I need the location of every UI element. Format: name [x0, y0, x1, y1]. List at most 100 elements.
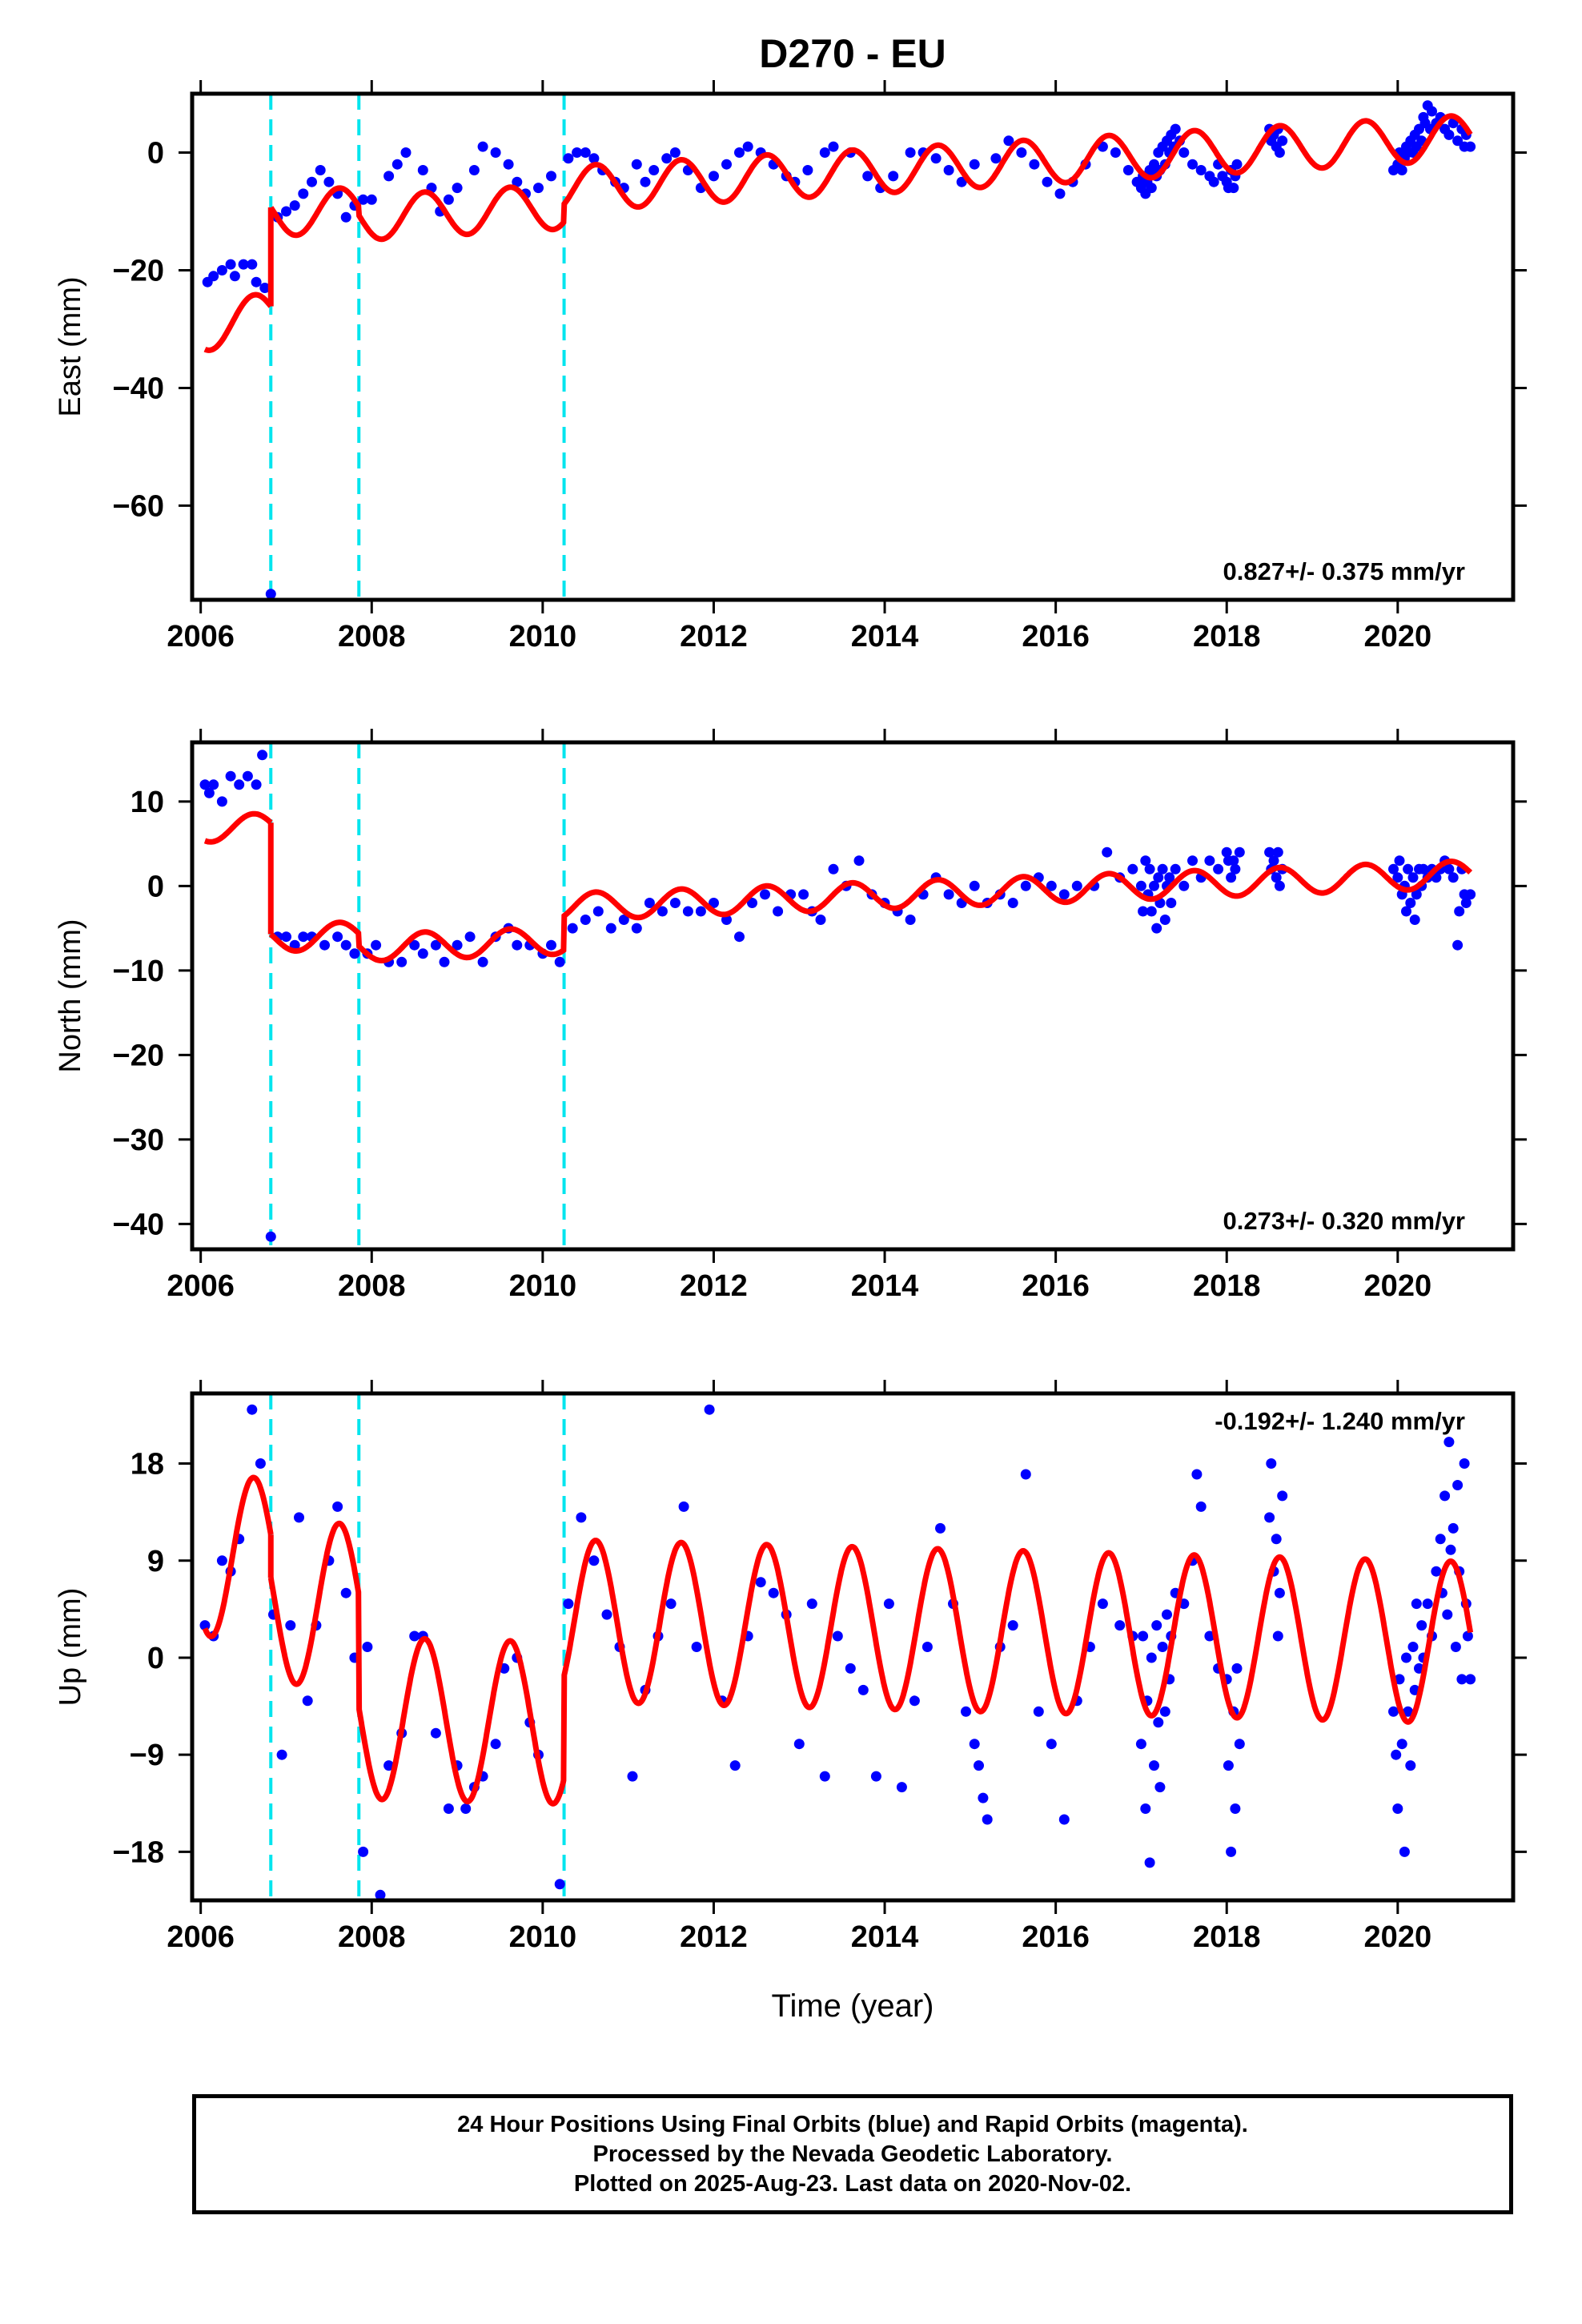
data-point — [563, 153, 574, 164]
y-tick-label: −60 — [113, 489, 164, 523]
y-axis-label: North (mm) — [54, 919, 87, 1072]
data-point — [285, 1620, 296, 1631]
data-point — [580, 915, 591, 925]
data-point — [943, 889, 954, 900]
data-point — [709, 171, 719, 182]
data-point — [1234, 846, 1245, 858]
data-point — [1465, 141, 1476, 152]
data-point — [1054, 188, 1066, 199]
data-point — [259, 283, 271, 293]
data-point — [391, 159, 403, 170]
data-point — [828, 863, 839, 875]
x-tick-label: 2016 — [1022, 1920, 1090, 1954]
data-point — [806, 1598, 817, 1610]
data-point — [1445, 1544, 1456, 1555]
data-point — [242, 770, 253, 782]
data-point — [1097, 1598, 1108, 1610]
chart-title: D270 - EU — [759, 31, 946, 76]
x-tick-label: 2006 — [167, 1920, 235, 1954]
y-tick-label: −40 — [113, 372, 164, 405]
data-point — [276, 1749, 287, 1760]
data-point — [1140, 855, 1151, 866]
data-point — [229, 271, 240, 282]
data-point — [1007, 1620, 1018, 1631]
data-point — [1407, 872, 1419, 883]
x-tick-label: 2010 — [509, 1920, 577, 1954]
data-point — [340, 211, 351, 223]
data-point — [1274, 880, 1285, 891]
data-point — [1405, 898, 1416, 908]
data-point — [802, 165, 813, 175]
data-point — [430, 939, 441, 951]
data-point — [554, 956, 565, 967]
data-point — [691, 1642, 702, 1652]
data-point — [234, 779, 245, 790]
data-point — [567, 923, 578, 934]
data-point — [1435, 1534, 1446, 1545]
panel-up: 2006 2008 2010 2012 2014 2016 2018 2020 18 9 0 −9 −1… — [54, 1380, 1527, 2024]
data-point — [443, 1803, 454, 1814]
data-point — [1102, 846, 1113, 858]
data-point — [631, 159, 642, 170]
data-point — [1046, 880, 1057, 891]
data-point — [1459, 1458, 1470, 1469]
x-tick-label: 2010 — [509, 1269, 577, 1303]
data-point — [631, 923, 642, 934]
data-point — [669, 147, 681, 158]
data-point — [1401, 1652, 1411, 1663]
x-tick-label: 2020 — [1364, 1920, 1432, 1954]
data-point — [1447, 1522, 1459, 1534]
y-tick-label: −18 — [113, 1835, 164, 1869]
data-point — [1462, 1630, 1473, 1642]
y-axis-label: Up (mm) — [54, 1588, 87, 1707]
data-point — [1401, 906, 1411, 917]
data-point — [460, 1803, 472, 1814]
x-tick-label: 2008 — [338, 1920, 406, 1954]
data-point — [1392, 1803, 1403, 1814]
y-tick-label: 9 — [147, 1545, 164, 1578]
data-point — [1135, 1739, 1146, 1750]
data-point — [1272, 846, 1283, 858]
data-point — [1226, 1846, 1237, 1857]
data-point — [1007, 898, 1018, 908]
data-point — [225, 259, 236, 270]
data-point — [1407, 1642, 1419, 1652]
data-point — [709, 898, 719, 908]
data-point — [396, 956, 408, 967]
data-point — [1264, 1512, 1275, 1523]
data-point — [1046, 1739, 1057, 1750]
data-point — [443, 194, 454, 205]
data-point — [1122, 165, 1134, 175]
data-point — [644, 898, 655, 908]
model-curve — [203, 810, 273, 845]
data-point — [1114, 1620, 1126, 1631]
x-tick-label: 2010 — [509, 620, 577, 653]
data-point — [819, 1771, 830, 1782]
data-point — [1230, 1803, 1241, 1814]
data-point — [366, 194, 377, 205]
data-point — [930, 153, 942, 164]
data-point — [216, 1555, 227, 1566]
data-point — [251, 276, 262, 287]
data-point — [1157, 863, 1168, 875]
data-point — [734, 147, 745, 158]
data-point — [1127, 863, 1138, 875]
data-point — [627, 1771, 638, 1782]
data-point — [1394, 1674, 1405, 1685]
data-point — [921, 1642, 933, 1652]
data-point — [1231, 159, 1243, 170]
data-point — [721, 159, 732, 170]
data-point — [247, 1404, 258, 1415]
data-point — [760, 889, 770, 900]
data-point — [1447, 872, 1459, 883]
data-point — [1144, 1857, 1155, 1868]
data-point — [251, 779, 262, 790]
data-point — [1465, 889, 1476, 900]
data-points-up — [199, 1404, 1476, 1900]
data-point — [815, 915, 826, 925]
data-point — [1221, 846, 1232, 858]
data-point — [1460, 898, 1472, 908]
data-point — [828, 141, 839, 152]
data-point — [490, 1739, 501, 1750]
data-point — [1187, 855, 1198, 866]
